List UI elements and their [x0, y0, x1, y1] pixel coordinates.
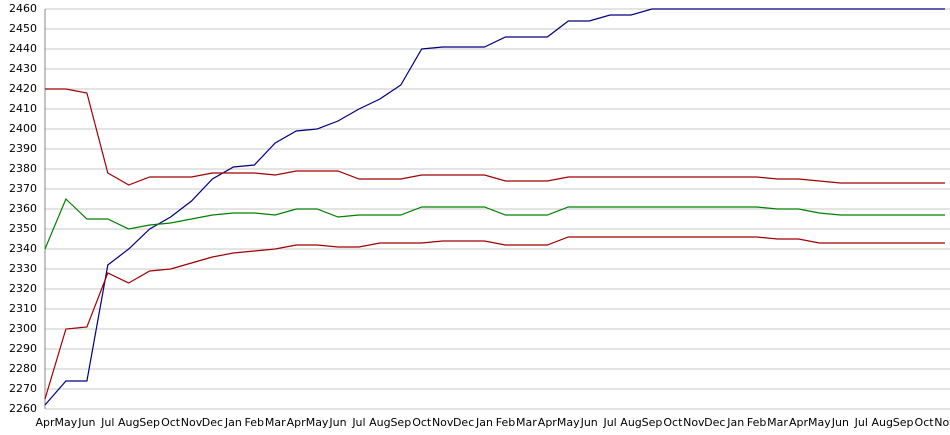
y-tick-label: 2430 [9, 62, 37, 75]
y-tick-label: 2410 [9, 102, 37, 115]
x-tick-label: Nov [683, 416, 705, 429]
y-tick-label: 2360 [9, 202, 37, 215]
x-tick-label: Jul [854, 416, 868, 429]
x-tick-label: Mar [516, 416, 537, 429]
series-line [44, 197, 945, 250]
series-line [44, 8, 945, 406]
x-tick-label: Jul [100, 416, 114, 429]
x-tick-label: Aug [871, 416, 892, 429]
x-tick-label: Feb [496, 416, 515, 429]
y-tick-label: 2350 [9, 222, 37, 235]
x-tick-label: Dec [704, 416, 725, 429]
x-tick-label: Nov [181, 416, 203, 429]
y-tick-label: 2270 [9, 382, 37, 395]
x-tick-label: Jun [77, 416, 95, 429]
x-tick-label: May [306, 416, 329, 429]
x-tick-label: Feb [747, 416, 766, 429]
y-tick-label: 2290 [9, 342, 37, 355]
y-tick-label: 2380 [9, 162, 37, 175]
x-tick-label: Jan [224, 416, 242, 429]
y-tick-label: 2320 [9, 282, 37, 295]
y-tick-label: 2400 [9, 122, 37, 135]
x-tick-label: Mar [265, 416, 286, 429]
x-tick-label: Sep [642, 416, 663, 429]
x-tick-label: Aug [620, 416, 641, 429]
y-tick-label: 2440 [9, 42, 37, 55]
y-tick-label: 2390 [9, 142, 37, 155]
y-tick-label: 2300 [9, 322, 37, 335]
x-tick-label: Oct [412, 416, 432, 429]
x-tick-label: Aug [118, 416, 139, 429]
y-tick-label: 2420 [9, 82, 37, 95]
series-line [44, 236, 945, 400]
x-tick-label: May [55, 416, 78, 429]
y-tick-label: 2280 [9, 362, 37, 375]
x-tick-label: May [808, 416, 831, 429]
series-line [45, 88, 945, 186]
x-tick-label: Jun [831, 416, 849, 429]
x-tick-label: Jul [351, 416, 365, 429]
x-tick-label: Jun [580, 416, 598, 429]
x-tick-label: Nov [934, 416, 950, 429]
x-tick-label: Apr [538, 416, 558, 429]
x-tick-label: Nov [432, 416, 454, 429]
y-tick-label: 2330 [9, 262, 37, 275]
y-tick-label: 2370 [9, 182, 37, 195]
x-tick-label: Oct [663, 416, 683, 429]
x-tick-label: Oct [915, 416, 935, 429]
x-tick-label: Jan [726, 416, 744, 429]
x-tick-label: Dec [202, 416, 223, 429]
x-tick-label: Sep [390, 416, 411, 429]
y-tick-label: 2310 [9, 302, 37, 315]
x-tick-label: Jul [602, 416, 616, 429]
x-tick-label: Mar [767, 416, 788, 429]
x-tick-label: Apr [287, 416, 307, 429]
x-tick-label: Feb [245, 416, 264, 429]
y-tick-label: 2340 [9, 242, 37, 255]
x-tick-label: Jun [328, 416, 346, 429]
y-tick-label: 2260 [9, 402, 37, 415]
x-tick-label: Dec [453, 416, 474, 429]
x-tick-label: Sep [139, 416, 160, 429]
x-tick-label: Apr [789, 416, 809, 429]
x-tick-label: May [557, 416, 580, 429]
x-tick-label: Apr [35, 416, 55, 429]
x-tick-label: Aug [369, 416, 390, 429]
x-tick-label: Sep [893, 416, 914, 429]
x-tick-label: Jan [475, 416, 493, 429]
y-tick-label: 2460 [9, 2, 37, 15]
x-tick-label: Oct [161, 416, 181, 429]
y-tick-label: 2450 [9, 22, 37, 35]
